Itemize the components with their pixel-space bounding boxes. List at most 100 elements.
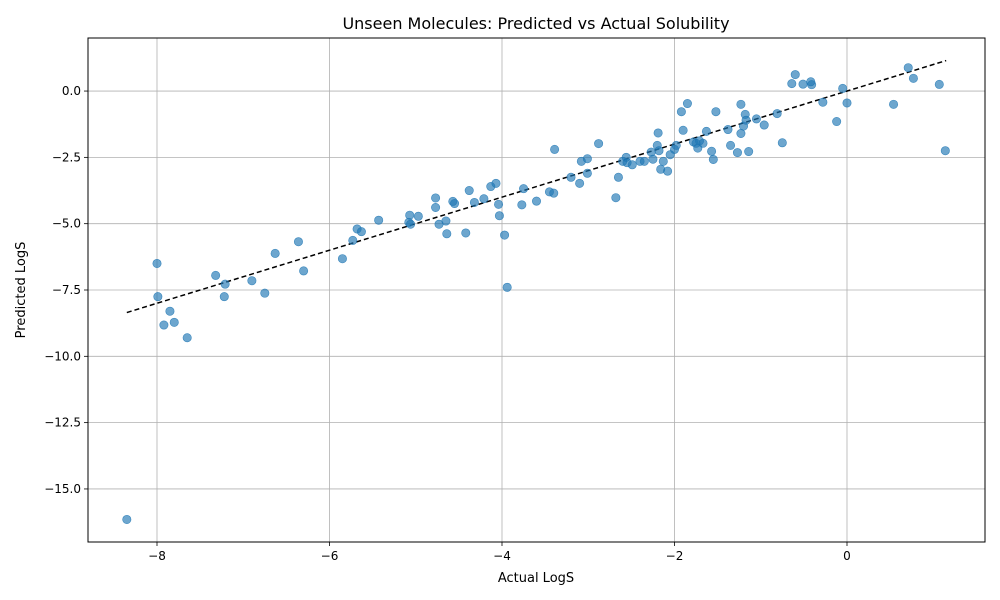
x-tick-label: 0	[843, 549, 851, 563]
data-point	[450, 199, 460, 209]
data-point	[356, 227, 366, 237]
x-tick-label: −8	[148, 549, 166, 563]
data-point	[159, 320, 169, 330]
data-point	[726, 140, 736, 150]
data-point	[658, 156, 668, 166]
data-point	[500, 230, 510, 240]
data-point	[461, 228, 471, 238]
data-point	[566, 172, 576, 182]
data-point	[405, 210, 415, 220]
data-point	[519, 184, 529, 194]
data-point	[531, 196, 541, 206]
data-point	[723, 125, 733, 135]
data-point	[639, 156, 649, 166]
data-point	[790, 70, 800, 80]
data-point	[247, 276, 257, 286]
data-point	[698, 138, 708, 148]
data-point	[744, 147, 754, 157]
data-point	[182, 333, 192, 343]
data-point	[903, 63, 913, 73]
data-point	[751, 114, 761, 124]
data-point	[442, 229, 452, 239]
data-point	[934, 79, 944, 89]
data-point	[464, 186, 474, 196]
data-point	[582, 168, 592, 178]
x-tick-label: −4	[493, 549, 511, 563]
data-point	[940, 146, 950, 156]
reference-line	[126, 59, 947, 314]
data-point	[832, 117, 842, 127]
data-point	[736, 99, 746, 109]
data-point	[479, 194, 489, 204]
data-point	[220, 279, 230, 289]
data-point	[549, 188, 559, 198]
data-point	[741, 115, 751, 125]
data-point	[648, 154, 658, 164]
data-point	[708, 154, 718, 164]
data-point	[413, 211, 423, 221]
y-tick-label: −2.5	[52, 150, 81, 164]
y-axis-label: Predicted LogS	[14, 242, 29, 339]
data-point	[260, 288, 270, 298]
data-point	[818, 97, 828, 107]
data-point	[711, 107, 721, 117]
data-point	[502, 282, 512, 292]
x-tick-label: −6	[321, 549, 339, 563]
data-point	[838, 83, 848, 93]
data-point	[653, 128, 663, 138]
data-point	[219, 292, 229, 302]
data-point	[787, 79, 797, 89]
data-point	[663, 166, 673, 176]
x-axis-label: Actual LogS	[498, 571, 574, 586]
data-point	[299, 266, 309, 276]
data-point	[153, 292, 163, 302]
data-point	[613, 172, 623, 182]
grid-lines	[88, 38, 985, 542]
data-point	[431, 193, 441, 203]
data-point	[611, 193, 621, 203]
data-point	[348, 235, 358, 245]
data-point	[908, 73, 918, 83]
y-tick-label: −12.5	[44, 416, 81, 430]
data-point	[374, 215, 384, 225]
data-points	[122, 63, 950, 524]
data-point	[732, 148, 742, 158]
data-point	[777, 138, 787, 148]
data-point	[889, 99, 899, 109]
data-point	[337, 254, 347, 264]
data-point	[152, 258, 162, 268]
data-point	[594, 139, 604, 149]
data-point	[270, 248, 280, 258]
data-point	[759, 120, 769, 130]
data-point	[798, 79, 808, 89]
data-point	[406, 219, 416, 229]
data-point	[469, 197, 479, 207]
data-point	[678, 125, 688, 135]
data-point	[494, 199, 504, 209]
data-point	[654, 146, 664, 156]
data-point	[736, 128, 746, 138]
data-point	[671, 140, 681, 150]
data-point	[165, 306, 175, 316]
data-point	[441, 216, 451, 226]
data-point	[293, 237, 303, 247]
data-point	[169, 317, 179, 327]
reference-line-layer	[126, 59, 947, 314]
data-point	[772, 109, 782, 119]
data-point	[676, 107, 686, 117]
data-point	[122, 514, 132, 524]
data-point	[494, 211, 504, 221]
data-point	[431, 203, 441, 213]
data-point	[842, 98, 852, 108]
y-tick-label: 0.0	[62, 84, 81, 98]
data-point	[682, 99, 692, 109]
y-tick-label: −5.0	[52, 217, 81, 231]
y-tick-label: −7.5	[52, 283, 81, 297]
data-point	[701, 126, 711, 136]
x-tick-label: −2	[666, 549, 684, 563]
data-point	[491, 178, 501, 188]
y-tick-label: −10.0	[44, 349, 81, 363]
data-point	[707, 146, 717, 156]
data-point	[575, 178, 585, 188]
